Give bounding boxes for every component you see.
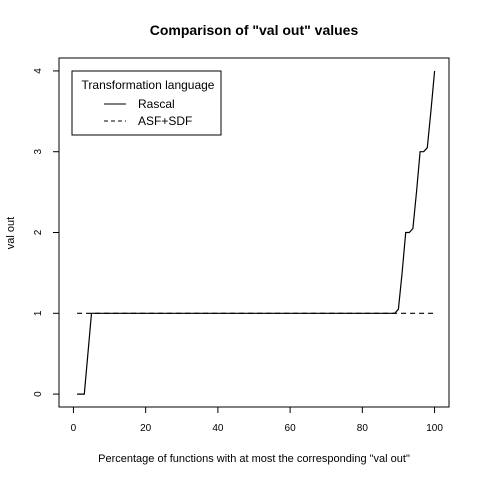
legend-box <box>71 70 222 136</box>
x-tick-label: 100 <box>426 423 443 434</box>
x-tick-label: 0 <box>71 423 77 434</box>
y-axis-label: val out <box>5 217 17 249</box>
y-tick-label: 1 <box>33 310 44 316</box>
legend-label-rascal: Rascal <box>138 97 175 111</box>
plot-area: 0 20 40 60 80 100 0 1 2 3 4 <box>33 57 450 434</box>
x-tick-label: 60 <box>285 423 297 434</box>
legend-title: Transformation language <box>82 78 215 92</box>
y-tick-label: 2 <box>33 229 44 235</box>
legend: Transformation language Rascal ASF+SDF <box>71 70 222 136</box>
y-tick-label: 4 <box>33 68 44 74</box>
x-tick-label: 80 <box>357 423 369 434</box>
x-axis-label: Percentage of functions with at most the… <box>98 453 410 465</box>
legend-label-asf-sdf: ASF+SDF <box>138 114 192 128</box>
chart-title: Comparison of "val out" values <box>150 22 359 38</box>
x-tick-label: 20 <box>140 423 152 434</box>
series-line-rascal <box>77 70 436 395</box>
x-tick-label: 40 <box>212 423 224 434</box>
y-tick-label: 3 <box>33 148 44 154</box>
y-tick-label: 0 <box>33 391 44 397</box>
